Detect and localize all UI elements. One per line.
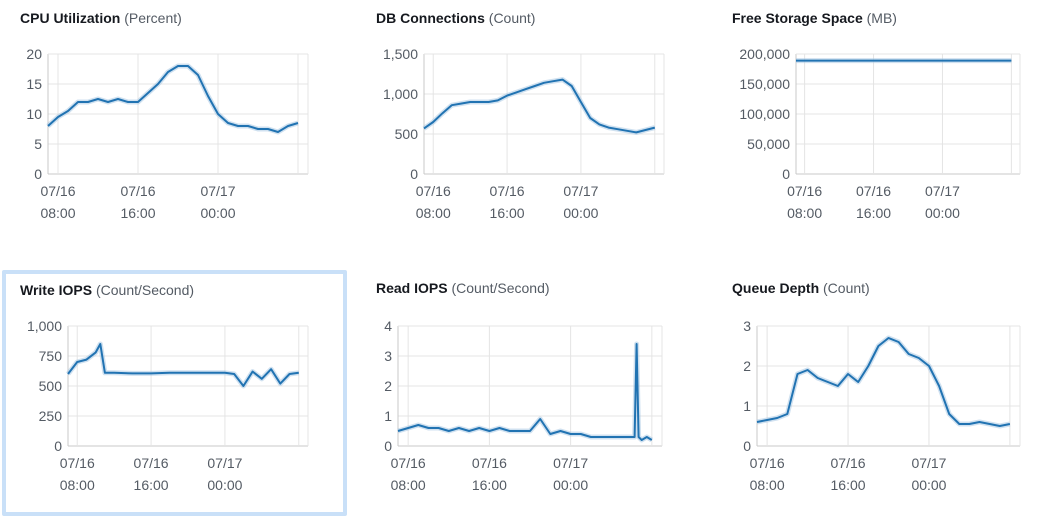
x-tick-label: 07/16 08:00 [750, 455, 785, 493]
series-line[interactable] [47, 65, 299, 133]
x-tick-label: 07/16 16:00 [831, 455, 866, 493]
y-tick-label: 0 [782, 166, 790, 182]
y-tick-label: 1 [384, 408, 392, 424]
series-line-shadow [397, 341, 654, 443]
x-tick-label: 07/17 00:00 [911, 455, 946, 493]
y-tick-label: 3 [743, 318, 751, 334]
panel-free-storage-space[interactable]: Free Storage Space (MB) 0 50,000 100,000 15… [712, 0, 1041, 258]
x-tick-label: 07/17 00:00 [563, 183, 598, 221]
series-line[interactable] [397, 343, 653, 441]
panel-cpu-utilization[interactable]: CPU Utilization (Percent) 0 5 10 15 20 07/16 0… [0, 0, 340, 258]
x-tick-label: 07/16 08:00 [40, 183, 75, 221]
metric-unit: (Count) [823, 280, 870, 296]
y-tick-label: 2 [743, 358, 751, 374]
read-iops-chart[interactable]: 0 1 2 3 4 07/16 08:00 07/16 16:00 07/17 00:00 [356, 270, 696, 516]
panel-db-connections[interactable]: DB Connections (Count) 0 500 1,000 1,500 07/… [356, 0, 696, 258]
series-line-shadow [422, 77, 656, 135]
panel-queue-depth[interactable]: Queue Depth (Count) 0 1 2 3 07/16 08:00 07/16 1… [712, 270, 1041, 516]
x-tick-label: 07/17 00:00 [553, 455, 588, 493]
metric-name: DB Connections [376, 10, 485, 26]
metric-name: CPU Utilization [20, 10, 121, 26]
panel-title: Free Storage Space (MB) [732, 10, 897, 26]
y-tick-label: 750 [39, 348, 63, 364]
y-tick-label: 1,000 [383, 86, 418, 102]
y-tick-label: 1 [743, 398, 751, 414]
x-tick-label: 07/17 00:00 [925, 183, 960, 221]
y-tick-label: 4 [384, 318, 392, 334]
y-tick-label: 2 [384, 378, 392, 394]
y-tick-label: 10 [26, 106, 42, 122]
x-tick-label: 07/16 08:00 [391, 455, 426, 493]
metric-unit: (Count/Second) [95, 282, 195, 298]
y-tick-label: 50,000 [747, 136, 790, 152]
y-tick-label: 500 [39, 378, 63, 394]
panel-title: Write IOPS (Count/Second) [20, 282, 194, 298]
panel-title: DB Connections (Count) [376, 10, 535, 26]
y-tick-label: 1,000 [27, 318, 62, 334]
x-tick-label: 07/16 08:00 [60, 455, 95, 493]
series-line-shadow [46, 63, 299, 135]
x-tick-label: 07/17 00:00 [200, 183, 235, 221]
y-tick-label: 0 [743, 438, 751, 454]
y-tick-label: 15 [26, 76, 42, 92]
y-tick-label: 0 [384, 438, 392, 454]
panel-write-iops[interactable]: Write IOPS (Count/Second) 0 250 500 750 1,00… [2, 270, 347, 516]
y-tick-label: 0 [34, 166, 42, 182]
series-line[interactable] [423, 78, 656, 134]
series-line-shadow [66, 341, 300, 389]
metric-name: Queue Depth [732, 280, 820, 296]
x-tick-label: 07/16 16:00 [472, 455, 507, 493]
y-tick-label: 100,000 [739, 106, 790, 122]
metric-unit: (Count) [488, 10, 536, 26]
x-tick-label: 07/16 16:00 [490, 183, 525, 221]
y-tick-label: 200,000 [739, 46, 790, 62]
metric-name: Read IOPS [376, 280, 448, 296]
cpu-utilization-chart[interactable]: 0 5 10 15 20 07/16 08:00 07/16 16:00 07/17 00:00 [0, 0, 340, 258]
y-tick-label: 0 [54, 438, 62, 454]
y-tick-label: 1,500 [383, 46, 418, 62]
metric-unit: (Count/Second) [451, 280, 550, 296]
metric-name: Write IOPS [20, 282, 93, 298]
panel-read-iops[interactable]: Read IOPS (Count/Second) 0 1 2 3 4 07/16 08:00… [356, 270, 696, 516]
panel-title: Queue Depth (Count) [732, 280, 870, 296]
x-tick-label: 07/16 08:00 [787, 183, 822, 221]
y-tick-label: 150,000 [739, 76, 790, 92]
series-line[interactable] [67, 343, 299, 387]
metric-unit: (MB) [866, 10, 897, 26]
y-tick-label: 5 [34, 136, 42, 152]
panel-title: CPU Utilization (Percent) [20, 10, 182, 26]
y-tick-label: 500 [395, 126, 419, 142]
series-line[interactable] [756, 337, 1011, 427]
y-tick-label: 0 [410, 166, 418, 182]
write-iops-chart[interactable]: 0 250 500 750 1,000 07/16 08:00 07/16 16:00 07/17… [6, 274, 351, 520]
panel-title: Read IOPS (Count/Second) [376, 280, 550, 296]
x-tick-label: 07/16 16:00 [134, 455, 169, 493]
x-tick-label: 07/16 16:00 [856, 183, 891, 221]
metric-name: Free Storage Space [732, 10, 863, 26]
x-tick-label: 07/17 00:00 [207, 455, 242, 493]
metric-unit: (Percent) [124, 10, 182, 26]
y-tick-label: 20 [26, 46, 42, 62]
queue-depth-chart[interactable]: 0 1 2 3 07/16 08:00 07/16 16:00 07/17 00:00 [712, 270, 1041, 516]
y-tick-label: 3 [384, 348, 392, 364]
db-connections-chart[interactable]: 0 500 1,000 1,500 07/16 08:00 07/16 16:00 07/17 0… [356, 0, 696, 258]
x-tick-label: 07/16 16:00 [120, 183, 155, 221]
free-storage-space-chart[interactable]: 0 50,000 100,000 150,000 200,000 07/16 08:00 07… [712, 0, 1041, 258]
x-tick-label: 07/16 08:00 [416, 183, 451, 221]
y-tick-label: 250 [39, 408, 63, 424]
